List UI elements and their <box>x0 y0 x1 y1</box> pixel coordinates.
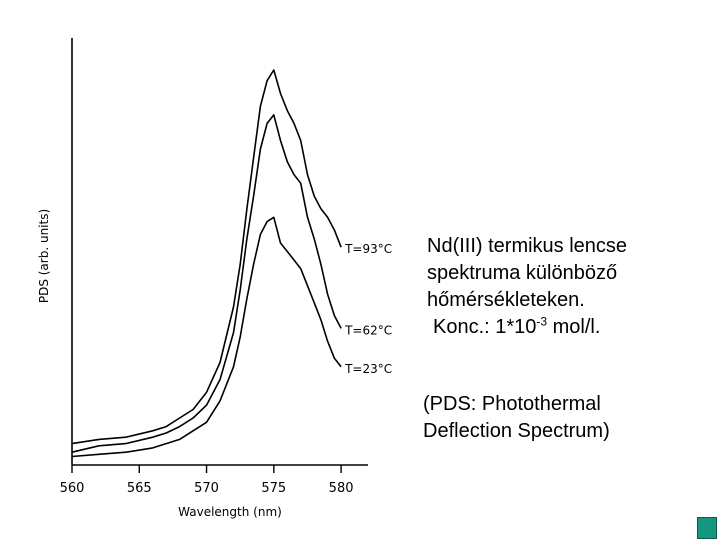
caption-line-3: hőmérsékleteken. <box>427 289 585 311</box>
x-ticks: 560 565 570 575 580 <box>60 465 354 496</box>
concentration-unit: mol/l. <box>547 316 601 338</box>
x-axis-label: Wavelength (nm) <box>178 505 282 519</box>
concentration-prefix: Konc.: 1*10 <box>433 316 537 338</box>
series-line-3 <box>71 216 342 458</box>
caption-line-4: Konc.: 1*10-3 mol/l. <box>427 314 627 341</box>
series-label-3: T=23°C <box>344 362 392 376</box>
x-tick-label-560: 560 <box>60 481 85 496</box>
series-label-2: T=62°C <box>344 323 392 337</box>
series-line-2 <box>71 114 342 453</box>
caption-line-1: Nd(III) termikus lencse <box>427 235 628 257</box>
x-tick-label-570: 570 <box>194 481 219 496</box>
corner-decoration <box>697 517 717 539</box>
y-axis-label: PDS (arb. units) <box>37 209 51 303</box>
note-block: (PDS: Photothermal Deflection Spectrum) <box>423 391 610 445</box>
concentration-exponent: -3 <box>536 314 548 329</box>
series-layer: T=93°C T=62°C T=23°C <box>71 69 392 458</box>
x-tick-label-580: 580 <box>329 481 354 496</box>
x-tick-label-575: 575 <box>261 481 286 496</box>
series-label-1: T=93°C <box>344 242 392 256</box>
note-line-1: (PDS: Photothermal <box>423 393 601 415</box>
caption-line-2: spektruma különböző <box>427 262 618 284</box>
caption-block: Nd(III) termikus lencse spektruma különb… <box>427 233 627 341</box>
note-line-2: Deflection Spectrum) <box>423 420 610 442</box>
x-tick-label-565: 565 <box>127 481 152 496</box>
series-line-1 <box>71 69 342 445</box>
